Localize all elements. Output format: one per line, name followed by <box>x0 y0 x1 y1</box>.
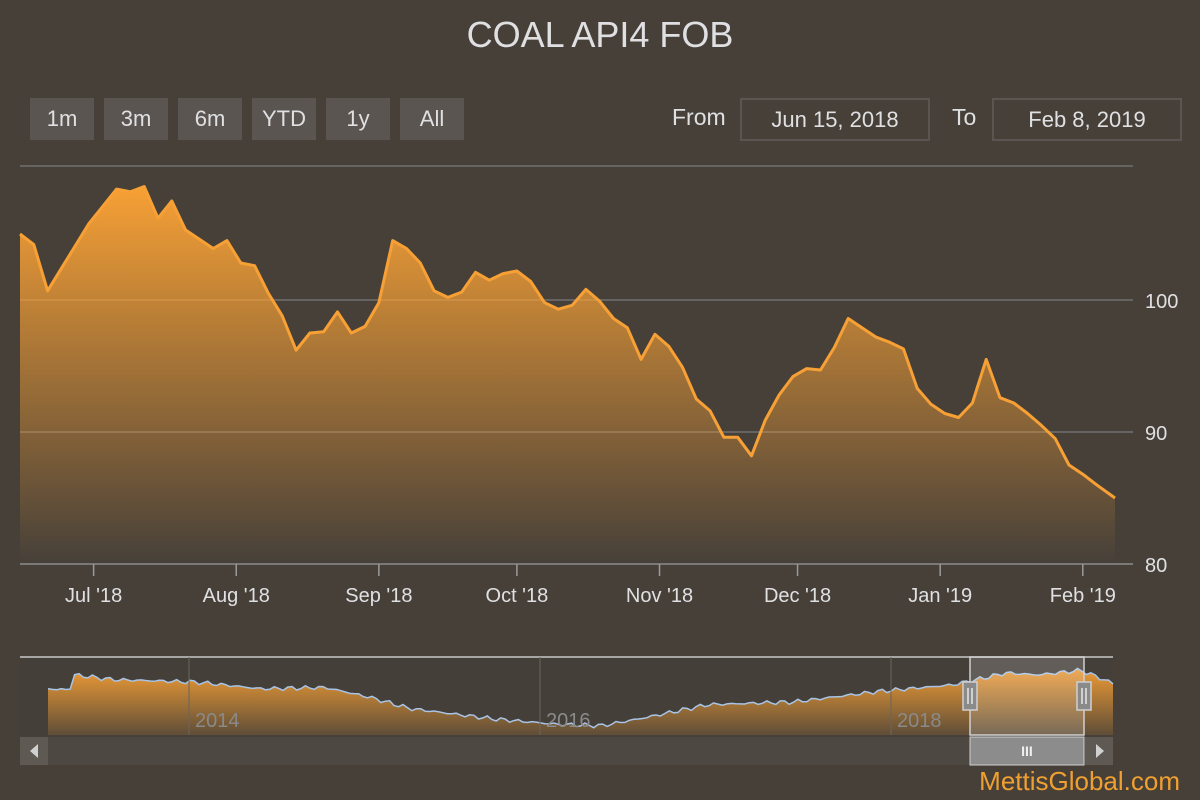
price-area <box>20 186 1115 564</box>
navigator-year-label: 2014 <box>195 710 240 732</box>
x-tick-label: Aug '18 <box>203 585 270 607</box>
credit-link[interactable]: MettisGlobal.com <box>979 766 1180 796</box>
from-label: From <box>672 104 726 130</box>
navigator-area <box>48 668 1113 735</box>
navigator-handle-right[interactable] <box>1076 681 1092 711</box>
chart-title: COAL API4 FOB <box>466 14 734 55</box>
navigator-handle-left[interactable] <box>962 681 978 711</box>
range-button-1m[interactable]: 1m <box>30 98 94 140</box>
to-label: To <box>952 104 977 130</box>
x-tick-label: Sep '18 <box>345 585 412 607</box>
navigator-year-label: 2016 <box>546 710 591 732</box>
arrow-right-icon <box>1096 744 1104 758</box>
x-tick-label: Dec '18 <box>764 585 831 607</box>
price-line <box>19 185 1116 500</box>
scrollbar-thumb[interactable] <box>969 736 1085 766</box>
y-tick-label: 90 <box>1145 423 1167 445</box>
arrow-left-icon <box>30 744 38 758</box>
x-tick-label: Feb '19 <box>1050 585 1116 607</box>
x-tick-label: Nov '18 <box>626 585 693 607</box>
range-button-3m[interactable]: 3m <box>104 98 168 140</box>
scrollbar-track[interactable] <box>20 737 1113 765</box>
x-tick-label: Jan '19 <box>908 585 972 607</box>
range-button-all[interactable]: All <box>400 98 464 140</box>
navigator-selected-range[interactable] <box>969 656 1085 736</box>
scrollbar-grip-icon: III <box>1021 743 1033 759</box>
from-date-input[interactable]: Jun 15, 2018 <box>740 98 930 141</box>
x-tick-label: Oct '18 <box>486 585 549 607</box>
range-button-1y[interactable]: 1y <box>326 98 390 140</box>
y-tick-label: 80 <box>1145 555 1167 577</box>
x-tick-label: Jul '18 <box>65 585 122 607</box>
navigator-line <box>47 667 1114 729</box>
to-date-input[interactable]: Feb 8, 2019 <box>992 98 1182 141</box>
range-button-6m[interactable]: 6m <box>178 98 242 140</box>
navigator-year-label: 2018 <box>897 710 942 732</box>
y-tick-label: 100 <box>1145 291 1178 313</box>
range-button-ytd[interactable]: YTD <box>252 98 316 140</box>
